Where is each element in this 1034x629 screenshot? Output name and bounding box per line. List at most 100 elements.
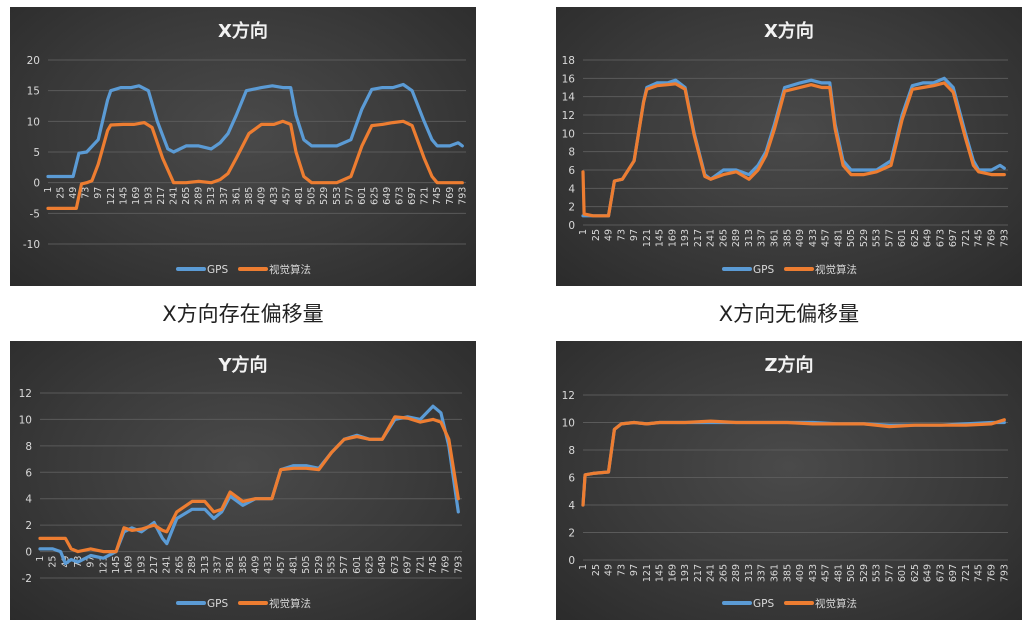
chart-panel-z: Z方向 0 2 4 6 8 10 12 1 25 49 73 97 121 145 169 193 217 241 2… (556, 341, 1022, 620)
x-tick-label: 169 (131, 187, 142, 205)
y-tick-label: 0 (568, 220, 575, 232)
x-tick-label: 73 (81, 187, 92, 199)
chart-panel-y: Y方向 -2 0 2 4 6 8 10 12 1 25 49 73 97 121 145 169 193 217 24… (10, 341, 476, 620)
x-tick-label: 121 (106, 187, 117, 205)
legend-label-vision: 视觉算法 (815, 263, 857, 276)
x-tick-label: 481 (833, 229, 844, 247)
y-tick-label: 0 (33, 178, 40, 190)
y-tick-label: 20 (27, 55, 40, 67)
x-tick-label: 649 (377, 556, 388, 574)
x-tick-label: 97 (86, 556, 97, 568)
x-tick-label: 505 (307, 187, 318, 205)
x-tick-label: 433 (263, 556, 274, 574)
x-tick-label: 673 (390, 556, 401, 574)
series-line-gps (581, 76, 1006, 218)
x-tick-label: 25 (591, 564, 602, 576)
chart-panel-x-no-offset: X方向 0 2 4 6 8 10 12 14 16 18 1 25 49 73 97 121 145 169 193 2… (556, 7, 1022, 286)
x-tick-label: 553 (872, 564, 883, 582)
y-tick-label: -10 (23, 239, 40, 251)
x-tick-label: 793 (999, 564, 1010, 582)
x-tick-label: 289 (187, 556, 198, 574)
x-tick-label: 337 (219, 187, 230, 205)
y-tick-label: -2 (22, 573, 32, 585)
x-tick-label: 529 (859, 229, 870, 247)
x-tick-label: 241 (706, 229, 717, 247)
y-tick-label: 8 (568, 147, 575, 159)
x-tick-label: 217 (149, 556, 160, 574)
x-tick-label: 49 (68, 187, 79, 199)
x-tick-label: 529 (319, 187, 330, 205)
x-tick-label: 673 (935, 564, 946, 582)
x-tick-label: 121 (642, 229, 653, 247)
x-tick-label: 649 (923, 564, 934, 582)
x-tick-label: 697 (948, 229, 959, 247)
y-tick-label: 2 (568, 202, 575, 214)
x-tick-label: 193 (680, 229, 691, 247)
x-tick-label: 769 (987, 229, 998, 247)
x-tick-label: 289 (731, 229, 742, 247)
x-tick-label: 169 (124, 556, 135, 574)
y-tick-label: 6 (25, 467, 32, 479)
x-tick-label: 97 (629, 229, 640, 241)
x-tick-label: 457 (821, 229, 832, 247)
y-tick-label: 12 (562, 110, 575, 122)
x-tick-label: 529 (859, 564, 870, 582)
x-tick-label: 361 (769, 229, 780, 247)
x-tick-label: 193 (136, 556, 147, 574)
chart-svg: X方向 -10 -5 0 5 10 15 20 1 25 49 73 97 121 145 169 193 217… (23, 20, 468, 276)
x-tick-label: 553 (327, 556, 338, 574)
x-tick-label: 121 (98, 556, 109, 574)
y-tick-label: 0 (568, 555, 575, 567)
x-tick-label: 337 (212, 556, 223, 574)
x-tick-label: 49 (604, 229, 615, 241)
x-tick-label: 97 (629, 564, 640, 576)
x-tick-label: 577 (339, 556, 350, 574)
x-tick-label: 649 (923, 229, 934, 247)
x-tick-label: 481 (294, 187, 305, 205)
legend-label-vision: 视觉算法 (269, 597, 311, 610)
x-tick-label: 745 (974, 229, 985, 247)
chart-title: Y方向 (217, 354, 267, 376)
y-tick-label: 12 (562, 390, 575, 402)
x-tick-label: 769 (987, 564, 998, 582)
y-tick-label: 15 (27, 86, 40, 98)
x-tick-label: 409 (795, 229, 806, 247)
x-tick-label: 745 (432, 187, 443, 205)
x-tick-label: 577 (344, 187, 355, 205)
y-tick-label: 4 (568, 183, 575, 195)
x-tick-label: 361 (769, 564, 780, 582)
x-tick-label: 409 (795, 564, 806, 582)
x-tick-label: 457 (276, 556, 287, 574)
x-tick-label: 505 (846, 564, 857, 582)
chart-panel-x-offset: X方向 -10 -5 0 5 10 15 20 1 25 49 73 97 121 145 169 193 217… (10, 7, 476, 286)
series-line-gps (38, 404, 460, 566)
x-tick-label: 145 (111, 556, 122, 574)
x-tick-label: 265 (181, 187, 192, 205)
x-tick-label: 505 (846, 229, 857, 247)
x-tick-label: 217 (693, 229, 704, 247)
series-line-gps (46, 82, 464, 179)
y-tick-label: 10 (27, 116, 40, 128)
x-tick-label: 289 (194, 187, 205, 205)
x-tick-label: 217 (156, 187, 167, 205)
y-tick-label: 12 (19, 388, 32, 400)
y-tick-label: -5 (30, 208, 40, 220)
x-tick-label: 601 (352, 556, 363, 574)
x-tick-label: 529 (314, 556, 325, 574)
x-tick-label: 217 (693, 564, 704, 582)
legend-label-vision: 视觉算法 (269, 263, 311, 276)
x-tick-label: 481 (833, 564, 844, 582)
x-tick-label: 361 (231, 187, 242, 205)
x-tick-label: 793 (453, 556, 464, 574)
x-tick-label: 313 (744, 564, 755, 582)
y-tick-label: 4 (568, 500, 575, 512)
x-tick-label: 577 (884, 564, 895, 582)
x-tick-label: 25 (56, 187, 67, 199)
x-tick-label: 577 (884, 229, 895, 247)
legend-label-gps: GPS (753, 264, 774, 276)
x-tick-label: 769 (441, 556, 452, 574)
x-tick-label: 265 (718, 229, 729, 247)
x-tick-label: 169 (667, 229, 678, 247)
x-tick-label: 625 (910, 229, 921, 247)
